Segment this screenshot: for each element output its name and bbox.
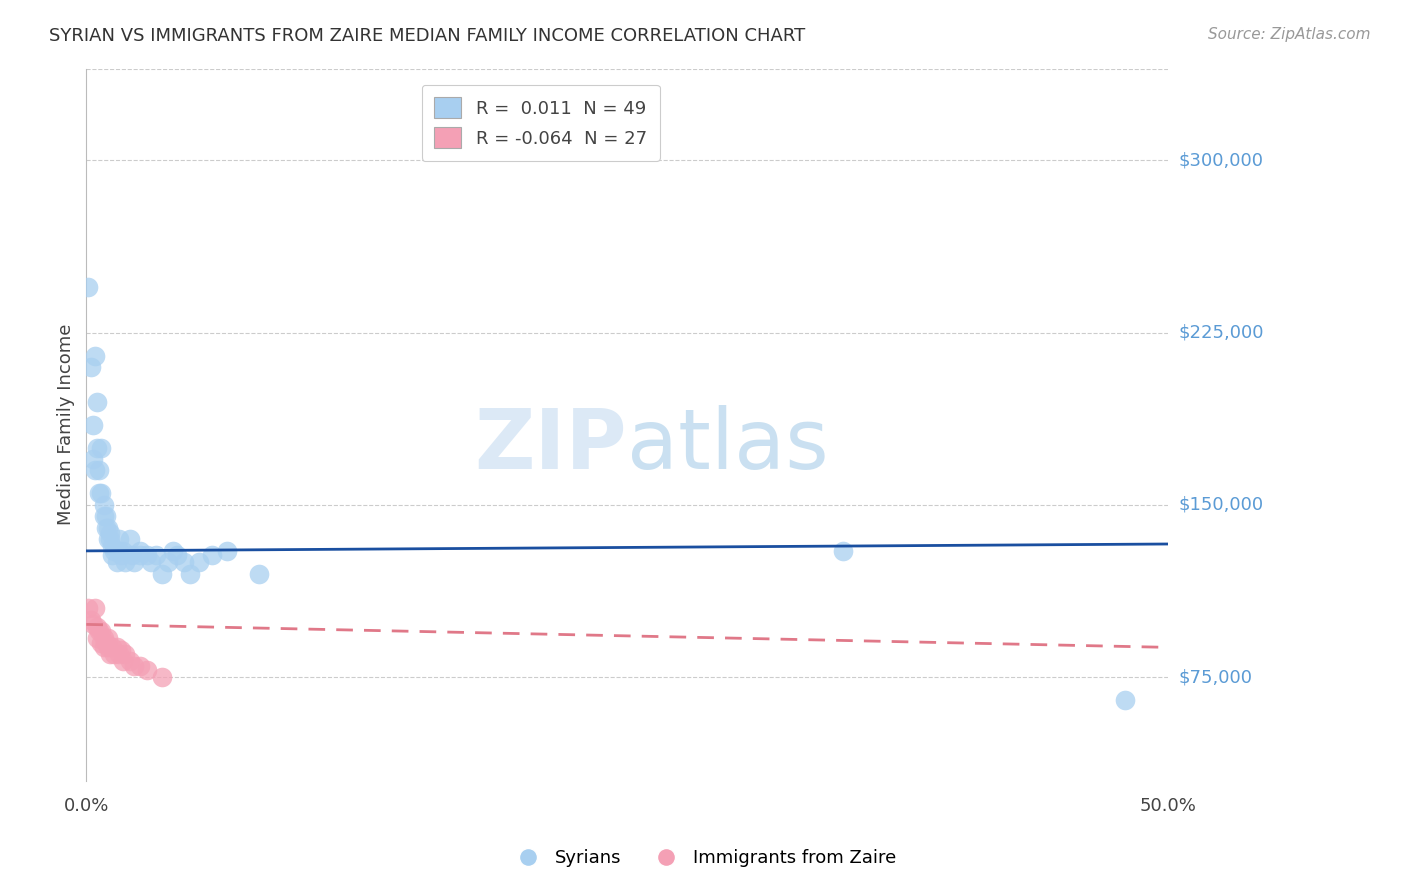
Point (150, 566, 173, 581)
Point (93, 631, 115, 645)
Point (86, 631, 108, 645)
Point (90, 441, 112, 455)
Point (150, 670, 173, 684)
Point (90, 624, 112, 639)
Point (94, 636, 117, 650)
Point (101, 549, 124, 563)
Point (82, 452, 104, 467)
Text: SYRIAN VS IMMIGRANTS FROM ZAIRE MEDIAN FAMILY INCOME CORRELATION CHART: SYRIAN VS IMMIGRANTS FROM ZAIRE MEDIAN F… (49, 27, 806, 45)
Point (98, 533, 121, 547)
Point (97, 521, 120, 535)
Point (82, 417, 104, 432)
Point (157, 555, 180, 569)
Point (145, 549, 167, 563)
Point (90, 486, 112, 500)
Point (112, 544, 135, 558)
Point (84, 601, 107, 615)
Point (129, 549, 152, 563)
Point (97, 631, 120, 645)
Point (110, 549, 132, 563)
Point (122, 555, 145, 569)
Point (187, 555, 209, 569)
Point (93, 509, 115, 524)
Point (77, 601, 100, 615)
Text: $75,000: $75,000 (1180, 668, 1253, 686)
Point (89, 463, 111, 477)
Point (84, 349, 107, 363)
Point (141, 555, 163, 569)
Point (135, 663, 157, 677)
Point (162, 544, 184, 558)
Point (112, 654, 135, 668)
Text: $150,000: $150,000 (1180, 496, 1264, 514)
Point (118, 654, 141, 668)
Point (77, 279, 100, 293)
Point (122, 658, 145, 673)
Point (103, 544, 125, 558)
Legend: R =  0.011  N = 49, R = -0.064  N = 27: R = 0.011 N = 49, R = -0.064 N = 27 (422, 85, 659, 161)
Text: atlas: atlas (627, 406, 828, 486)
Point (89, 486, 111, 500)
Point (79, 613, 101, 627)
Point (105, 555, 128, 569)
Text: ZIP: ZIP (475, 406, 627, 486)
Legend: Syrians, Immigrants from Zaire: Syrians, Immigrants from Zaire (502, 842, 904, 874)
Y-axis label: Median Family Income: Median Family Income (58, 324, 75, 525)
Point (118, 533, 141, 547)
Point (93, 640, 115, 655)
Point (129, 658, 152, 673)
Text: $225,000: $225,000 (1180, 324, 1264, 342)
Point (247, 566, 270, 581)
Point (103, 647, 125, 661)
Point (110, 642, 132, 657)
Point (93, 498, 115, 512)
Point (201, 549, 224, 563)
Point (86, 441, 108, 455)
Point (90, 636, 112, 650)
Point (101, 539, 124, 553)
Text: $300,000: $300,000 (1180, 152, 1264, 169)
Point (86, 620, 108, 634)
Point (86, 394, 108, 409)
Text: Source: ZipAtlas.com: Source: ZipAtlas.com (1208, 27, 1371, 42)
Point (82, 617, 104, 632)
Point (89, 624, 111, 639)
Point (84, 463, 107, 477)
Point (1114, 693, 1136, 707)
Point (98, 647, 121, 661)
Point (105, 640, 128, 655)
Point (107, 647, 129, 661)
Point (97, 640, 120, 655)
Point (166, 549, 188, 563)
Point (114, 555, 136, 569)
Point (107, 544, 129, 558)
Point (79, 360, 101, 375)
Point (179, 566, 201, 581)
Point (135, 549, 157, 563)
Point (98, 525, 121, 540)
Point (215, 544, 238, 558)
Point (107, 533, 129, 547)
Point (832, 544, 855, 558)
Point (94, 521, 117, 535)
Point (129, 544, 152, 558)
Point (121, 549, 143, 563)
Point (114, 647, 136, 661)
Point (101, 640, 124, 655)
Point (173, 555, 195, 569)
Point (97, 533, 120, 547)
Point (94, 509, 117, 524)
